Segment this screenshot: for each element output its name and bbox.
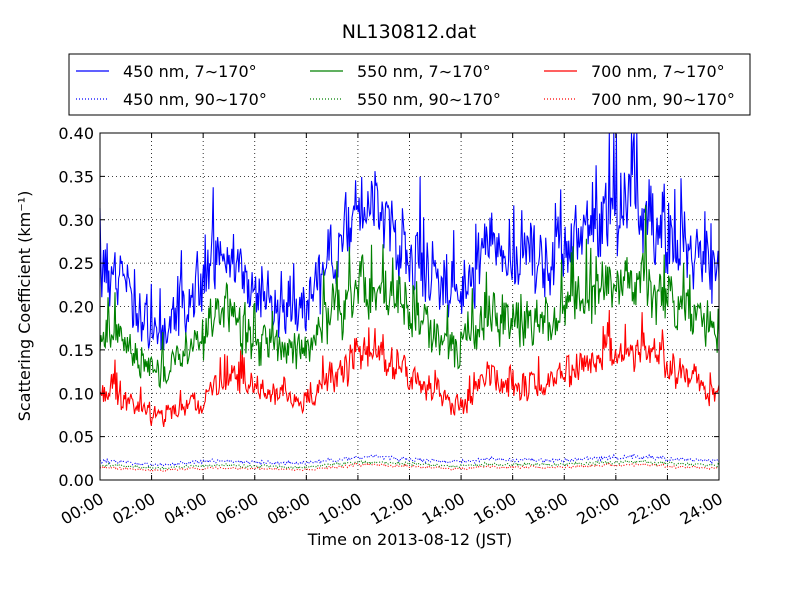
series-line-1 — [99, 205, 720, 389]
y-tick-label: 0.35 — [58, 167, 94, 186]
y-axis-label: Scattering Coefficient (km⁻¹) — [15, 191, 34, 422]
x-tick-label: 18:00 — [522, 489, 571, 529]
y-tick-label: 0.30 — [58, 211, 94, 230]
x-tick-label: 06:00 — [212, 489, 261, 529]
x-tick-label: 22:00 — [625, 489, 674, 529]
series-line-0 — [99, 132, 720, 351]
x-tick-label: 08:00 — [264, 489, 313, 529]
grid — [100, 133, 719, 480]
series-line-2 — [99, 309, 720, 427]
y-tick-label: 0.40 — [58, 124, 94, 143]
legend-box — [68, 53, 751, 116]
x-tick-label: 24:00 — [677, 489, 726, 529]
x-tick-label: 20:00 — [573, 489, 622, 529]
x-tick-label: 10:00 — [315, 489, 364, 529]
y-tick-label: 0.10 — [58, 384, 94, 403]
series-line-4 — [99, 459, 720, 470]
legend-entry-1: 550 nm, 7∼170° — [357, 62, 491, 81]
legend: 450 nm, 7∼170° 550 nm, 7∼170° 700 nm, 7∼17… — [68, 53, 751, 116]
legend-entry-2: 700 nm, 7∼170° — [591, 62, 725, 81]
series-layer — [99, 132, 720, 473]
y-tick-label: 0.25 — [58, 254, 94, 273]
y-tick-label: 0.00 — [58, 471, 94, 490]
x-tick-label: 02:00 — [109, 489, 158, 529]
y-tick-label: 0.15 — [58, 341, 94, 360]
x-tick-label: 04:00 — [161, 489, 210, 529]
x-tick-label: 16:00 — [470, 489, 519, 529]
series-line-3 — [99, 452, 720, 467]
series-line-5 — [99, 462, 720, 473]
x-tick-label: 12:00 — [367, 489, 416, 529]
x-tick-label: 14:00 — [419, 489, 468, 529]
legend-entry-4: 550 nm, 90∼170° — [357, 90, 501, 109]
legend-entry-0: 450 nm, 7∼170° — [123, 62, 257, 81]
x-tick-label: 00:00 — [58, 489, 107, 529]
x-axis-label: Time on 2013-08-12 (JST) — [307, 530, 512, 549]
legend-entry-5: 700 nm, 90∼170° — [591, 90, 735, 109]
chart-title: NL130812.dat — [342, 21, 477, 43]
legend-entry-3: 450 nm, 90∼170° — [123, 90, 267, 109]
y-tick-label: 0.05 — [58, 428, 94, 447]
y-tick-label: 0.20 — [58, 298, 94, 317]
